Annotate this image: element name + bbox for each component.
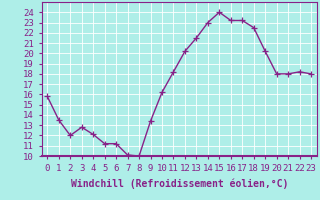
- X-axis label: Windchill (Refroidissement éolien,°C): Windchill (Refroidissement éolien,°C): [70, 178, 288, 189]
